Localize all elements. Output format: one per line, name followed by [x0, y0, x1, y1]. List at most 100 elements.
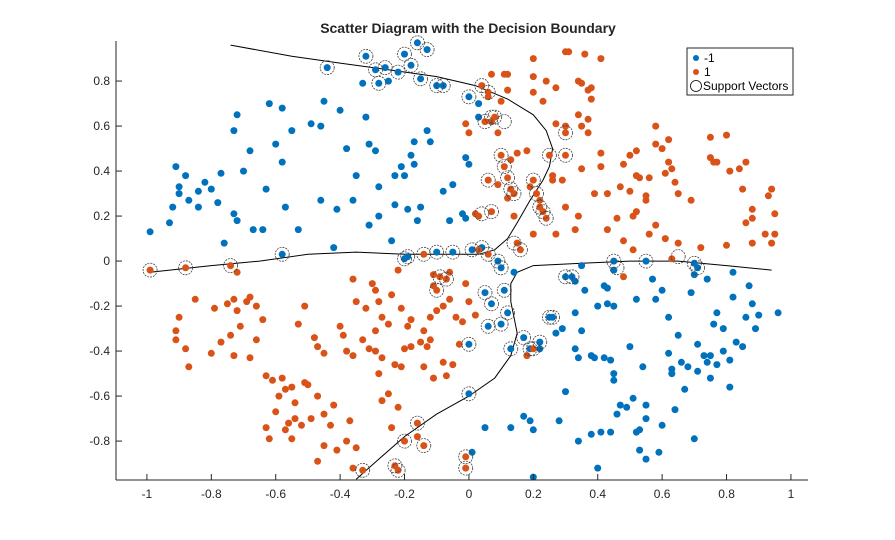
point-class-pos — [227, 262, 235, 270]
point-class-pos — [687, 196, 695, 204]
support-vector-ring — [564, 269, 580, 285]
point-class-pos — [372, 327, 379, 335]
point-class-neg — [578, 262, 586, 270]
point-class-pos — [397, 304, 405, 312]
point-class-pos — [362, 304, 370, 312]
point-class-pos — [510, 212, 518, 220]
point-class-pos — [288, 435, 296, 443]
point-class-neg — [555, 417, 563, 425]
point-class-neg — [468, 246, 476, 254]
point-class-pos — [748, 205, 756, 213]
support-vector-ring — [525, 172, 541, 188]
point-class-neg — [230, 210, 238, 218]
support-vector-ring — [142, 262, 158, 278]
support-vector-ring — [438, 271, 454, 287]
point-class-neg — [201, 178, 209, 186]
point-class-neg — [690, 271, 698, 279]
point-class-neg — [362, 113, 370, 121]
points-layer — [146, 39, 782, 481]
point-class-pos — [616, 183, 624, 191]
support-vector-ring — [474, 78, 490, 93]
point-class-neg — [520, 334, 528, 342]
legend-marker-neg — [693, 55, 699, 61]
point-class-pos — [713, 158, 721, 166]
point-class-pos — [252, 302, 260, 310]
point-class-pos — [262, 424, 270, 432]
point-class-neg — [578, 327, 586, 335]
point-class-neg — [185, 196, 193, 204]
support-vector-ring — [558, 125, 573, 141]
support-vector-ring — [670, 249, 686, 265]
x-tick-label: -0.8 — [201, 487, 222, 501]
point-class-pos — [636, 174, 644, 182]
point-class-neg — [397, 163, 405, 171]
point-class-neg — [182, 172, 190, 180]
point-class-pos — [433, 286, 441, 294]
y-tick-label: -0.4 — [89, 344, 110, 358]
point-class-neg — [713, 309, 721, 317]
point-class-pos — [658, 145, 666, 153]
point-class-pos — [320, 410, 328, 418]
point-class-neg — [481, 289, 489, 297]
point-class-neg — [658, 421, 666, 429]
support-vector-ring — [506, 186, 522, 202]
point-class-pos — [645, 230, 653, 238]
point-class-pos — [620, 273, 627, 281]
support-vector-ring — [461, 386, 477, 402]
point-class-neg — [349, 196, 357, 204]
support-vector-ring — [490, 253, 506, 269]
point-class-pos — [529, 73, 537, 81]
point-class-pos — [388, 424, 396, 432]
point-class-neg — [439, 187, 447, 195]
support-vector-ring — [464, 242, 480, 258]
point-class-pos — [665, 158, 673, 166]
y-tick-label: -0.8 — [89, 434, 110, 448]
point-class-neg — [636, 426, 644, 434]
point-class-neg — [603, 300, 611, 308]
point-class-pos — [182, 264, 190, 272]
point-class-pos — [723, 241, 730, 249]
point-class-pos — [269, 376, 276, 384]
point-class-pos — [294, 320, 302, 328]
point-class-neg — [504, 309, 512, 317]
point-class-pos — [674, 239, 682, 247]
point-class-pos — [298, 421, 305, 429]
point-class-neg — [246, 147, 254, 155]
point-class-neg — [652, 295, 660, 303]
legend-marker-sv — [690, 80, 702, 92]
point-class-neg — [333, 205, 341, 213]
point-class-pos — [426, 313, 434, 321]
point-class-pos — [446, 268, 454, 276]
point-class-pos — [230, 295, 238, 303]
point-class-neg — [671, 406, 679, 414]
point-class-neg — [636, 446, 644, 454]
support-vector-ring — [387, 458, 403, 474]
point-class-pos — [442, 372, 450, 380]
point-class-pos — [591, 190, 598, 198]
point-class-pos — [645, 174, 653, 182]
point-class-pos — [484, 88, 492, 96]
point-class-pos — [536, 196, 544, 204]
point-class-pos — [330, 401, 338, 409]
point-class-neg — [375, 183, 383, 191]
point-class-pos — [417, 338, 425, 346]
x-tick-label: 0.4 — [589, 487, 606, 501]
point-class-pos — [742, 219, 750, 227]
support-vector-ring — [409, 415, 425, 431]
point-class-pos — [227, 331, 235, 339]
point-class-pos — [233, 307, 241, 315]
point-class-pos — [545, 151, 553, 159]
point-class-neg — [623, 403, 631, 411]
support-vector-ring — [477, 114, 493, 129]
point-class-neg — [677, 358, 685, 366]
point-class-pos — [339, 331, 347, 339]
point-class-pos — [191, 295, 199, 303]
point-class-pos — [471, 311, 479, 319]
point-class-pos — [278, 374, 286, 382]
point-class-neg — [571, 309, 579, 317]
point-class-pos — [768, 185, 776, 193]
point-class-neg — [475, 113, 483, 121]
point-class-pos — [285, 419, 293, 427]
point-class-neg — [574, 354, 582, 362]
support-vector-ring — [496, 282, 512, 298]
